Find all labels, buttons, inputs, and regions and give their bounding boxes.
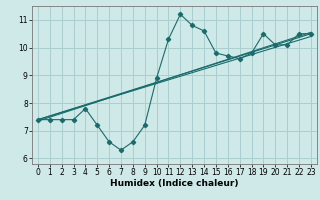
X-axis label: Humidex (Indice chaleur): Humidex (Indice chaleur) (110, 179, 239, 188)
